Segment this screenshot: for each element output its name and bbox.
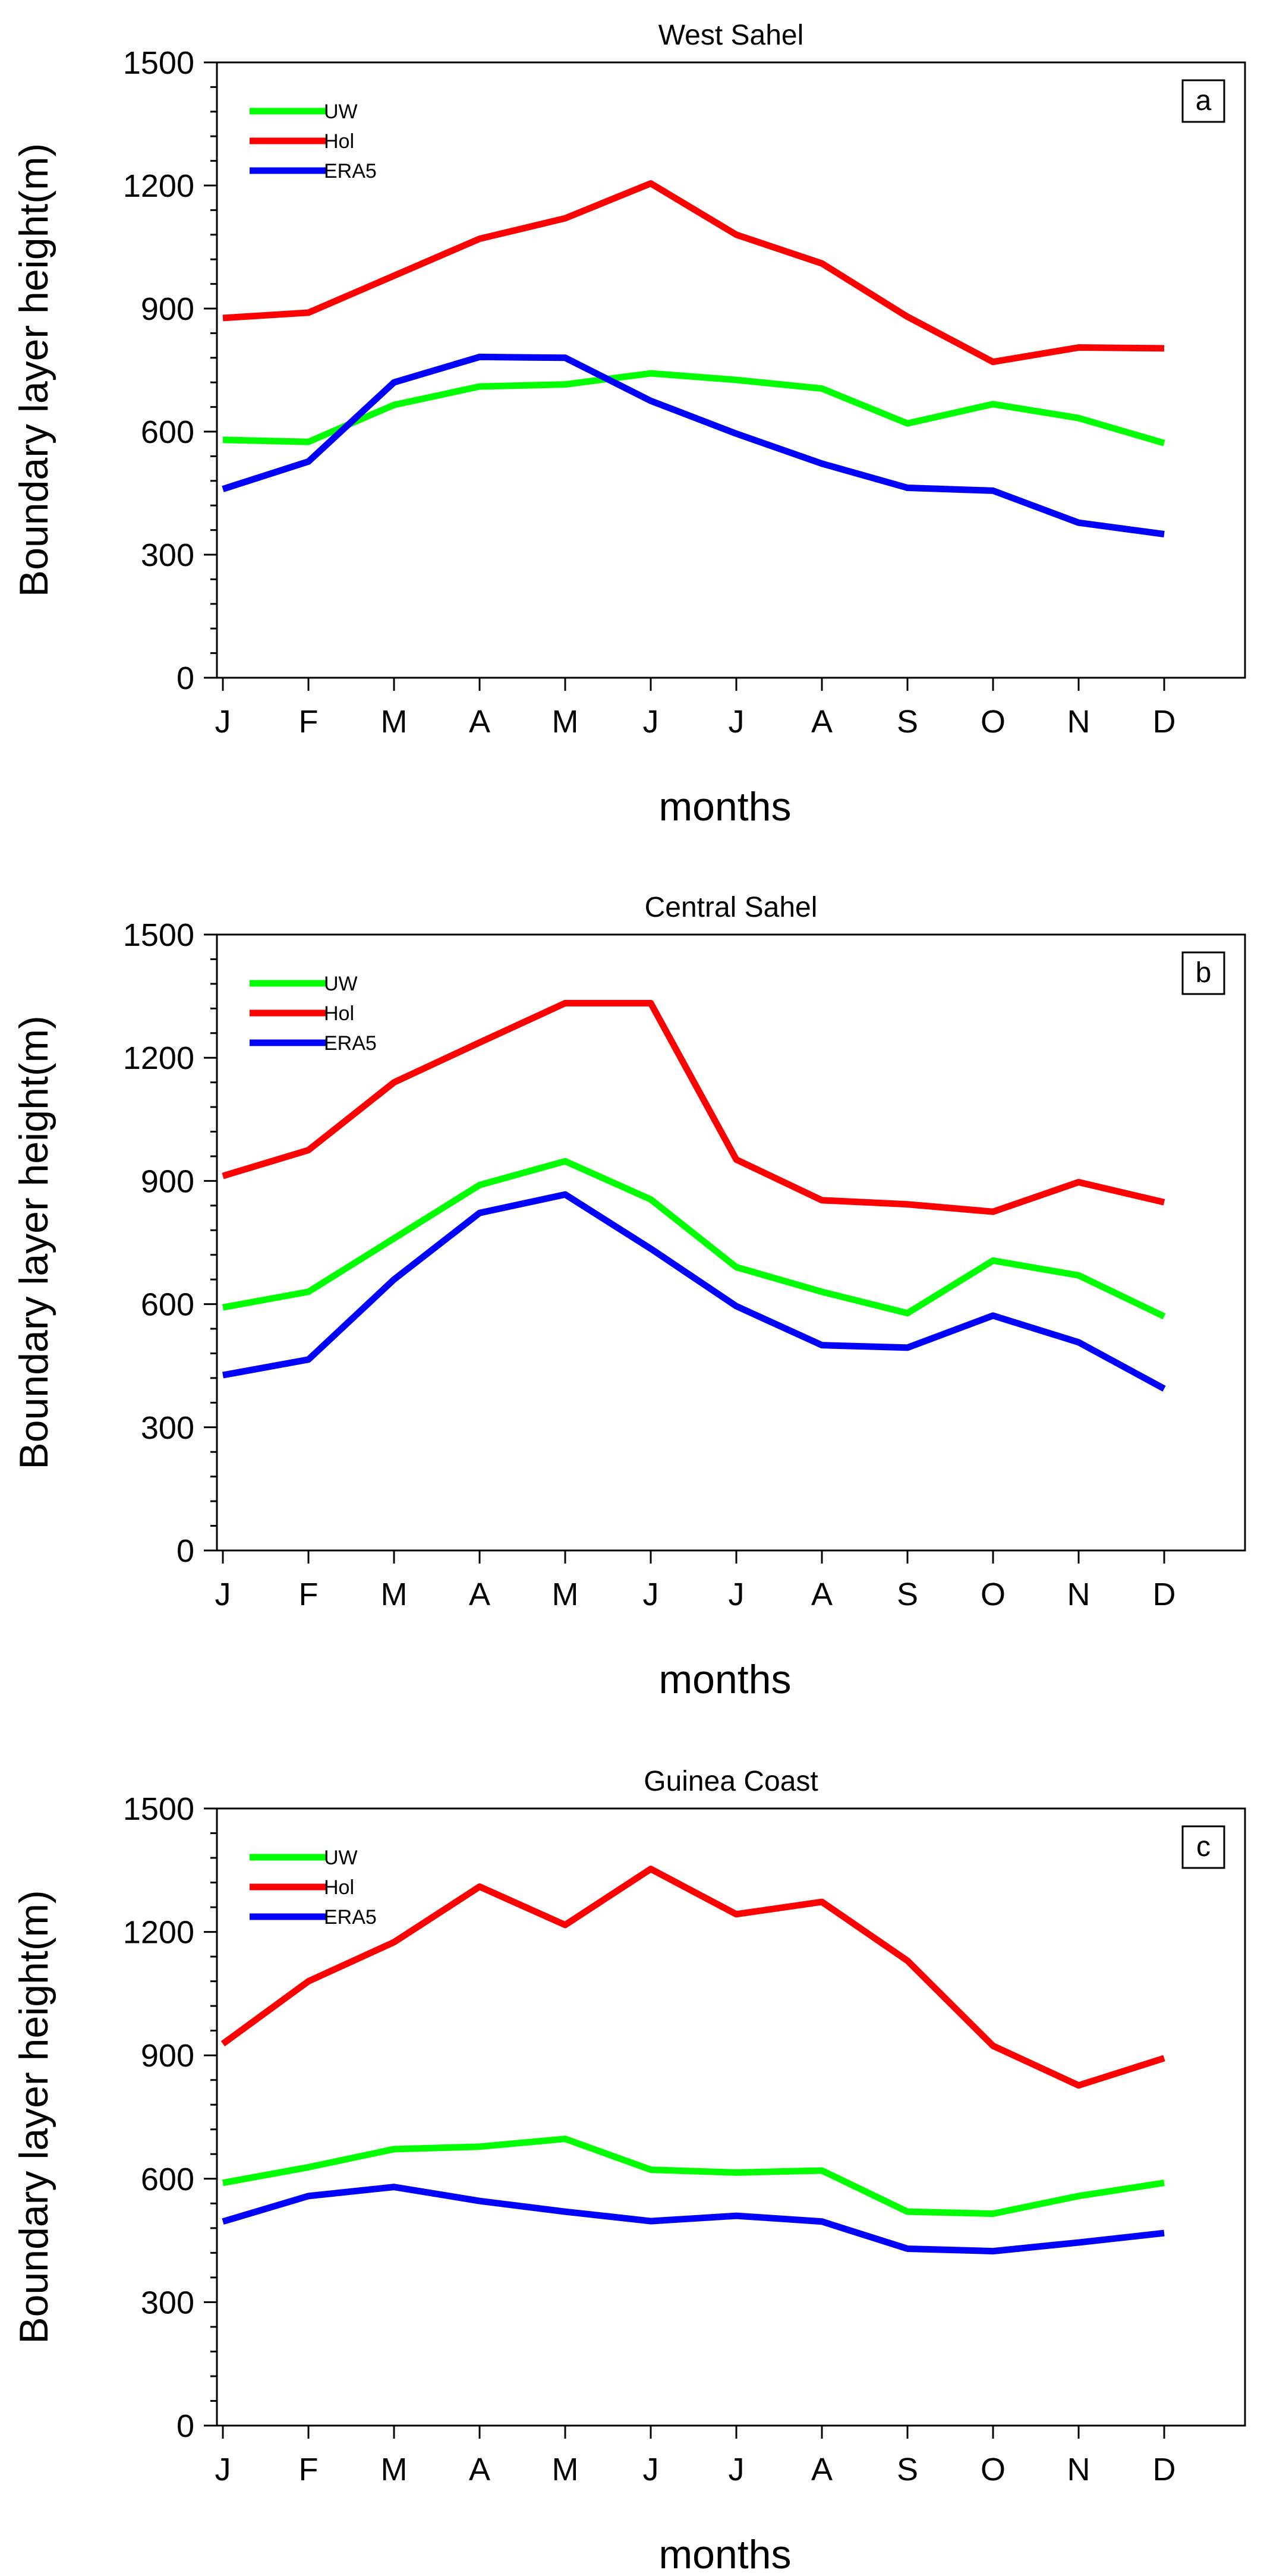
x-tick-label: D: [1153, 704, 1176, 740]
x-tick-label: J: [215, 2452, 231, 2487]
x-tick-label: F: [299, 2452, 319, 2487]
chart-title: Central Sahel: [645, 892, 818, 923]
x-tick-label: O: [981, 1577, 1006, 1612]
legend-label-uw: UW: [324, 973, 358, 995]
plot-frame: [216, 61, 1246, 679]
legend-label-hol: Hol: [324, 1002, 354, 1025]
y-tick-label: 900: [141, 291, 194, 327]
y-tick-label: 300: [141, 2285, 194, 2320]
series-line-era5: [222, 1191, 1166, 1392]
series-line-era5: [222, 353, 1165, 537]
x-tick-label: N: [1067, 2452, 1090, 2487]
x-tick-label: D: [1153, 1577, 1176, 1612]
x-tick-label: J: [729, 704, 745, 740]
y-axis-label: Boundary layer height(m): [11, 143, 56, 597]
panel-label: b: [1196, 957, 1212, 989]
panel-label-box: [1181, 951, 1225, 995]
x-axis-label: months: [659, 1657, 792, 1702]
x-tick-label: J: [643, 704, 659, 740]
legend-label-era5: ERA5: [324, 1906, 377, 1929]
chart-panel-c: Guinea Coast 0 300 600 900 1200 1500 J F M A M J J A S O…: [11, 1766, 1246, 2576]
y-tick-label: 300: [141, 1410, 194, 1446]
x-tick-label: N: [1067, 1577, 1090, 1612]
x-tick-label: A: [469, 2452, 490, 2487]
x-tick-label: M: [552, 1577, 579, 1612]
x-tick-label: J: [215, 704, 231, 740]
x-axis-label: months: [659, 784, 792, 829]
y-tick-label: 300: [141, 537, 194, 573]
chart-title: West Sahel: [658, 20, 804, 51]
series-line-uw: [222, 2135, 1165, 2218]
y-tick-label: 1500: [123, 45, 194, 81]
y-axis-label: Boundary layer height(m): [11, 1015, 56, 1469]
y-tick-label: 900: [141, 2038, 194, 2074]
x-tick-label: F: [299, 1577, 319, 1612]
x-tick-label: A: [811, 1577, 833, 1612]
plot-frame: [216, 1807, 1246, 2427]
y-tick-label: 1200: [123, 1040, 194, 1076]
panel-label-box: [1181, 1825, 1225, 1869]
y-tick-label: 1200: [123, 1915, 194, 1951]
x-tick-label: D: [1153, 2452, 1176, 2487]
x-tick-label: F: [299, 704, 319, 740]
legend-label-hol: Hol: [324, 1876, 354, 1899]
x-tick-label: M: [381, 1577, 408, 1612]
x-tick-label: O: [981, 704, 1006, 740]
y-tick-label: 600: [141, 1287, 194, 1323]
y-tick-label: 600: [141, 2162, 194, 2197]
chart-panel-b: Central Sahel 0 300 600 900 1200 1500 J F M A M J J A S…: [11, 892, 1246, 1702]
x-axis-label: months: [659, 2532, 792, 2576]
y-tick-label: 0: [177, 2408, 194, 2444]
x-tick-label: S: [897, 2452, 918, 2487]
x-tick-label: S: [897, 704, 918, 740]
x-tick-label: S: [897, 1577, 918, 1612]
panel-label-box: [1181, 79, 1225, 123]
panel-label: a: [1196, 85, 1212, 117]
x-tick-label: J: [643, 2452, 659, 2487]
chart-panel-a: West Sahel 0 300 600 900 1200 1500 J F M A M J J A S O N D…: [11, 20, 1246, 829]
series-line-hol: [222, 180, 1165, 366]
x-tick-label: A: [469, 1577, 490, 1612]
series-line-era5: [222, 2184, 1165, 2255]
chart-title: Guinea Coast: [644, 1766, 818, 1797]
y-tick-label: 1200: [123, 168, 194, 204]
series-line-hol: [220, 1866, 1165, 2089]
legend-label-era5: ERA5: [324, 160, 377, 183]
legend-label-era5: ERA5: [324, 1032, 377, 1055]
series-line-hol: [222, 999, 1165, 1215]
x-tick-label: J: [729, 1577, 745, 1612]
x-tick-label: A: [469, 704, 490, 740]
x-tick-label: N: [1067, 704, 1090, 740]
legend-label-uw: UW: [324, 100, 358, 123]
x-tick-label: J: [729, 2452, 745, 2487]
x-tick-label: O: [981, 2452, 1006, 2487]
legend-label-hol: Hol: [324, 130, 354, 153]
legend-label-uw: UW: [324, 1847, 358, 1869]
x-tick-label: M: [381, 2452, 408, 2487]
x-tick-label: M: [381, 704, 408, 740]
x-tick-label: J: [215, 1577, 231, 1612]
series-line-uw: [222, 1158, 1166, 1320]
x-tick-label: A: [811, 704, 833, 740]
y-tick-label: 600: [141, 414, 194, 450]
x-tick-label: M: [552, 2452, 579, 2487]
panel-label: c: [1196, 1831, 1211, 1863]
y-tick-label: 1500: [123, 1791, 194, 1827]
x-tick-label: J: [643, 1577, 659, 1612]
x-tick-label: M: [552, 704, 579, 740]
x-tick-label: A: [811, 2452, 833, 2487]
y-tick-label: 1500: [123, 917, 194, 953]
y-tick-label: 0: [177, 660, 194, 696]
y-tick-label: 900: [141, 1163, 194, 1199]
y-tick-label: 0: [177, 1533, 194, 1569]
y-axis-label: Boundary layer height(m): [11, 1890, 56, 2344]
series-line-uw: [222, 370, 1165, 446]
plot-frame: [216, 933, 1246, 1552]
